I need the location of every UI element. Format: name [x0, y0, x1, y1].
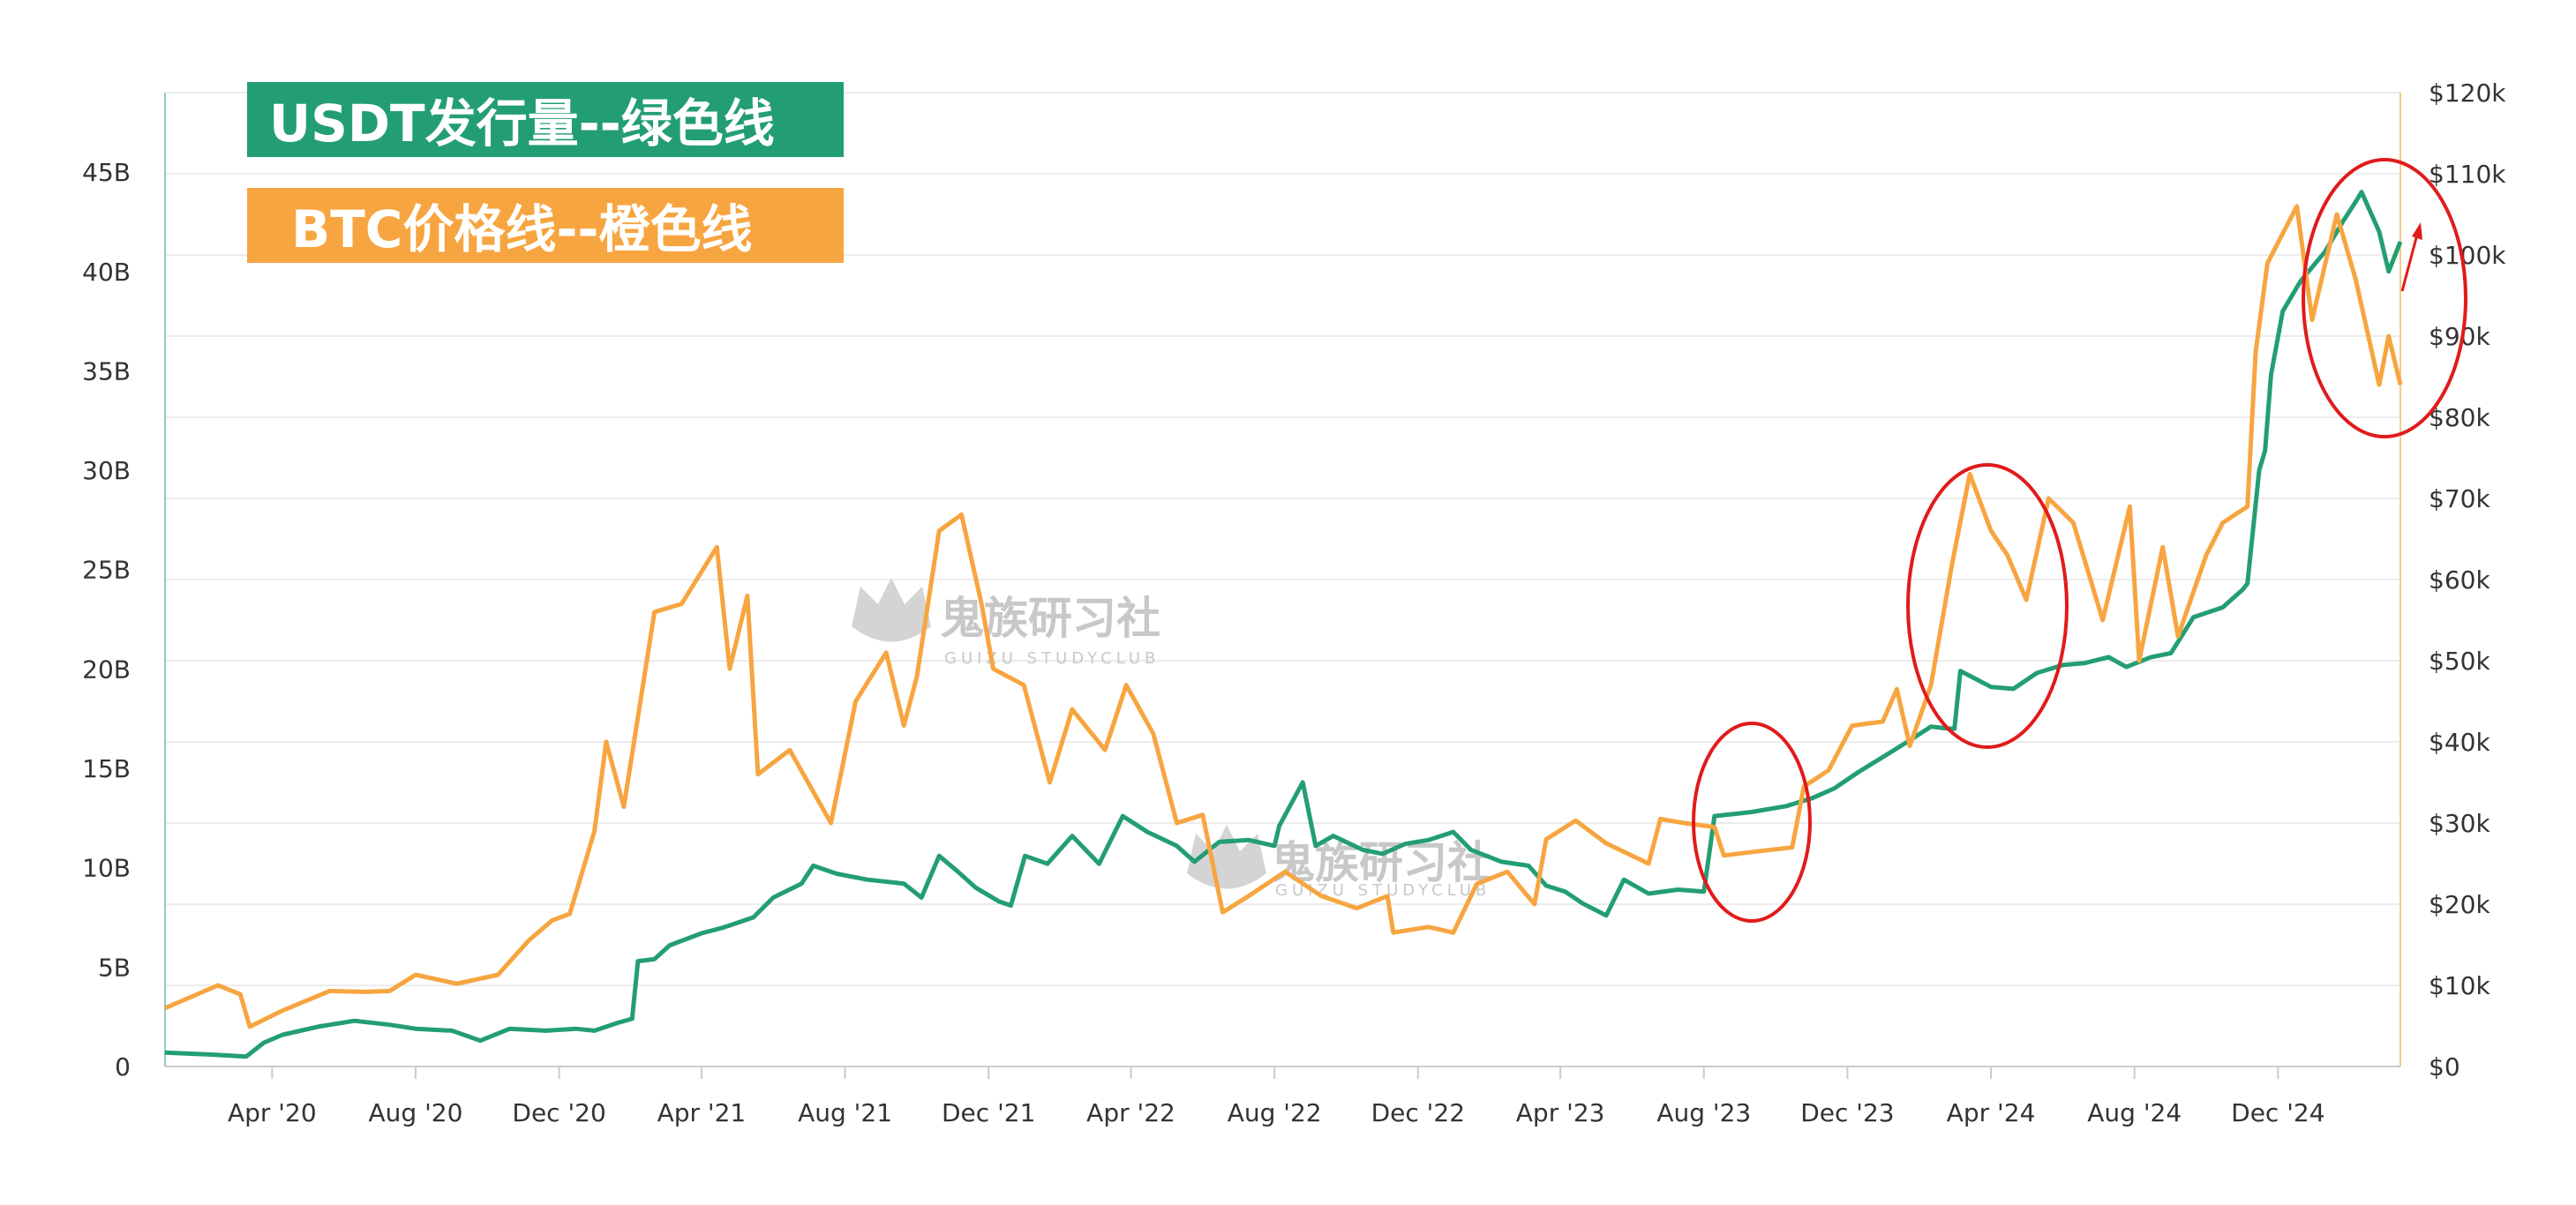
right-tick-label-12: $120k: [2429, 79, 2506, 108]
x-tick-label-12: Apr '24: [1947, 1098, 2036, 1127]
right-tick-label-5: $50k: [2429, 647, 2490, 676]
watermark-logo-icon-2: [1187, 825, 1266, 889]
right-tick-label-2: $20k: [2429, 890, 2490, 919]
annotation-arrow-icon: [2400, 230, 2420, 292]
right-tick-label-11: $110k: [2429, 160, 2506, 189]
series-usdt-line: [164, 190, 2403, 1059]
left-tick-label-3: 15B: [82, 754, 131, 783]
x-tick-label-13: Aug '24: [2087, 1098, 2182, 1127]
left-tick-label-2: 10B: [82, 854, 131, 883]
annotations: [1692, 158, 2467, 923]
legend: USDT发行量--绿色线 BTC价格线--橙色线: [247, 82, 844, 263]
watermark-title: 鬼族研习社: [940, 593, 1160, 644]
annotation-arrowhead-icon: [2412, 222, 2422, 240]
left-tick-label-0: 0: [115, 1052, 131, 1082]
right-tick-label-10: $100k: [2429, 241, 2506, 270]
right-tick-label-6: $60k: [2429, 565, 2490, 595]
legend-label-usdt: USDT发行量--绿色线: [269, 94, 775, 153]
x-tick-label-4: Aug '21: [798, 1098, 892, 1127]
right-tick-label-4: $40k: [2429, 728, 2490, 757]
x-tick-label-14: Dec '24: [2231, 1098, 2324, 1127]
left-tick-label-4: 20B: [82, 655, 131, 684]
legend-label-btc: BTC价格线--橙色线: [291, 199, 752, 259]
left-tick-label-1: 5B: [98, 953, 131, 982]
x-tick-label-0: Apr '20: [228, 1098, 317, 1127]
right-tick-label-0: $0: [2429, 1052, 2460, 1082]
right-tick-label-3: $30k: [2429, 809, 2490, 838]
x-tick-label-11: Dec '23: [1800, 1098, 1894, 1127]
series-btc-line: [164, 204, 2403, 1029]
annotation-circle-aug23: [1692, 722, 1812, 923]
x-tick-label-6: Apr '22: [1086, 1098, 1175, 1127]
x-tick-label-9: Apr '23: [1516, 1098, 1605, 1127]
left-axis-ticks: 0 5B 10B 15B 20B 25B 30B 35B 40B 45B: [82, 158, 131, 1082]
right-axis-ticks: $0$10k$20k$30k$40k$50k$60k$70k$80k$90k$1…: [2429, 79, 2506, 1082]
right-tick-label-7: $70k: [2429, 484, 2490, 513]
watermark-subtitle-2: GUIZU STUDYCLUB: [1275, 881, 1491, 900]
x-tick-label-5: Dec '21: [942, 1098, 1035, 1127]
x-tick-label-7: Aug '22: [1228, 1098, 1322, 1127]
x-tick-label-10: Aug '23: [1656, 1098, 1751, 1127]
x-tick-label-1: Aug '20: [369, 1098, 463, 1127]
left-tick-label-9: 45B: [82, 158, 131, 187]
left-tick-label-6: 30B: [82, 456, 131, 485]
left-tick-label-7: 35B: [82, 356, 131, 385]
x-tick-label-2: Dec '20: [512, 1098, 605, 1127]
annotation-circle-2025: [2302, 158, 2467, 438]
left-tick-label-8: 40B: [82, 258, 131, 287]
x-axis-ticks: Apr '20 Aug '20 Dec '20 Apr '21 Aug '21 Dec '…: [228, 1067, 2325, 1127]
watermark: 鬼族研习社 GUIZU STUDYCLUB 鬼族研习社 GUIZU STUDYC…: [852, 578, 1491, 900]
legend-item-usdt: [247, 82, 844, 157]
legend-item-btc: [247, 188, 844, 263]
watermark-title-2: 鬼族研习社: [1271, 837, 1491, 888]
right-tick-label-1: $10k: [2429, 971, 2490, 1000]
watermark-subtitle: GUIZU STUDYCLUB: [944, 649, 1160, 668]
x-tick-label-3: Apr '21: [657, 1098, 747, 1127]
right-tick-label-8: $80k: [2429, 403, 2490, 432]
watermark-logo-icon: [852, 578, 931, 642]
annotation-circle-apr24: [1906, 463, 2069, 749]
x-tick-label-8: Dec '22: [1371, 1098, 1465, 1127]
left-tick-label-5: 25B: [82, 556, 131, 585]
